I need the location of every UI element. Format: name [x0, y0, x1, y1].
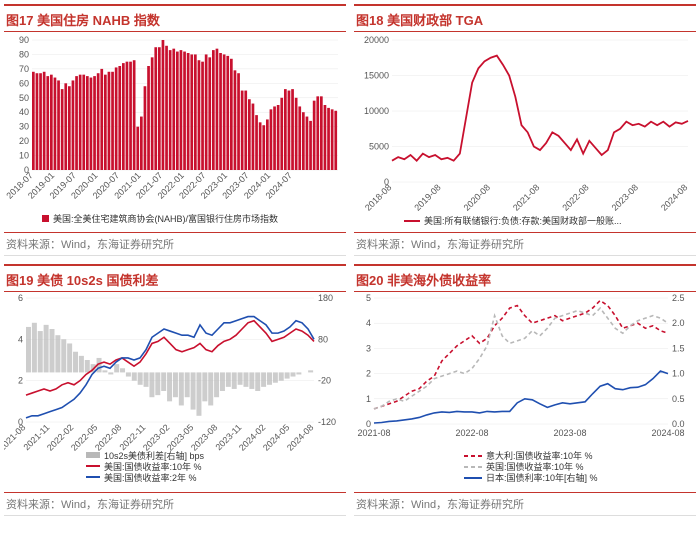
svg-text:15000: 15000 — [364, 71, 389, 81]
svg-text:4: 4 — [18, 334, 23, 344]
svg-text:2.0: 2.0 — [672, 318, 685, 328]
svg-text:意大利:国债收益率:10年 %: 意大利:国债收益率:10年 % — [486, 450, 593, 461]
svg-text:2024-08: 2024-08 — [659, 182, 689, 212]
chart19: 0246-120-20801802021-082021-112022-02202… — [4, 292, 346, 492]
svg-text:30: 30 — [19, 122, 29, 132]
svg-text:美国:国债收益率:2年 %: 美国:国债收益率:2年 % — [104, 472, 197, 483]
chart20-title: 图20 非美海外债收益率 — [354, 266, 696, 292]
svg-text:2022-08: 2022-08 — [93, 422, 123, 452]
svg-text:美国:所有联储银行:负债:存款:美国财政部一般账...: 美国:所有联储银行:负债:存款:美国财政部一般账... — [424, 215, 622, 226]
svg-text:10s2s美债利差[右轴] bps: 10s2s美债利差[右轴] bps — [104, 450, 205, 461]
svg-text:-120: -120 — [318, 417, 336, 427]
svg-text:2: 2 — [18, 376, 23, 386]
chart17: 01020304050607080902018-072019-012019-07… — [4, 32, 346, 232]
svg-text:10000: 10000 — [364, 106, 389, 116]
svg-text:5: 5 — [366, 293, 371, 303]
svg-text:2021-08: 2021-08 — [357, 428, 390, 438]
svg-text:60: 60 — [19, 78, 29, 88]
svg-text:50: 50 — [19, 93, 29, 103]
svg-text:2.5: 2.5 — [672, 293, 685, 303]
chart18: 050001000015000200002018-082019-082020-0… — [354, 32, 696, 232]
chart18-title: 图18 美国财政部 TGA — [354, 6, 696, 32]
chart20: 0123450.00.51.01.52.02.52021-082022-0820… — [354, 292, 696, 492]
svg-text:20: 20 — [19, 136, 29, 146]
svg-text:6: 6 — [18, 293, 23, 303]
svg-text:2022-08: 2022-08 — [455, 428, 488, 438]
svg-text:2021-08: 2021-08 — [511, 182, 541, 212]
svg-text:2024-08: 2024-08 — [651, 428, 684, 438]
svg-text:80: 80 — [19, 49, 29, 59]
svg-text:2023-08: 2023-08 — [553, 428, 586, 438]
svg-text:1.5: 1.5 — [672, 343, 685, 353]
chart20-source: 资料来源：Wind，东海证券研究所 — [354, 492, 696, 516]
svg-text:英国:国债收益率:10年 %: 英国:国债收益率:10年 % — [486, 461, 584, 472]
chart18-source: 资料来源：Wind，东海证券研究所 — [354, 232, 696, 256]
chart17-title: 图17 美国住房 NAHB 指数 — [4, 6, 346, 32]
chart17-source: 资料来源：Wind，东海证券研究所 — [4, 232, 346, 256]
svg-text:180: 180 — [318, 293, 333, 303]
svg-text:2023-08: 2023-08 — [610, 182, 640, 212]
panel-19: 图19 美债 10s2s 国债利差 0246-120-20801802021-0… — [4, 264, 346, 516]
chart19-title: 图19 美债 10s2s 国债利差 — [4, 266, 346, 292]
svg-text:2024-08: 2024-08 — [285, 422, 315, 452]
chart19-source: 资料来源：Wind，东海证券研究所 — [4, 492, 346, 516]
svg-text:5000: 5000 — [369, 142, 389, 152]
svg-text:90: 90 — [19, 35, 29, 45]
svg-text:2018-08: 2018-08 — [363, 182, 393, 212]
svg-text:美国:全美住宅建筑商协会(NAHB)/富国银行住房市场指数: 美国:全美住宅建筑商协会(NAHB)/富国银行住房市场指数 — [53, 213, 278, 224]
svg-text:日本:国债利率:10年[右轴] %: 日本:国债利率:10年[右轴] % — [486, 472, 598, 483]
svg-text:4: 4 — [366, 318, 371, 328]
svg-text:2019-08: 2019-08 — [412, 182, 442, 212]
svg-text:0.5: 0.5 — [672, 394, 685, 404]
svg-text:1: 1 — [366, 394, 371, 404]
svg-text:70: 70 — [19, 64, 29, 74]
svg-text:美国:国债收益率:10年 %: 美国:国债收益率:10年 % — [104, 461, 202, 472]
svg-text:80: 80 — [318, 334, 328, 344]
panel-20: 图20 非美海外债收益率 0123450.00.51.01.52.02.5202… — [354, 264, 696, 516]
svg-text:-20: -20 — [318, 376, 331, 386]
panel-17: 图17 美国住房 NAHB 指数 01020304050607080902018… — [4, 4, 346, 256]
svg-text:2020-08: 2020-08 — [462, 182, 492, 212]
svg-text:2: 2 — [366, 369, 371, 379]
panel-18: 图18 美国财政部 TGA 050001000015000200002018-0… — [354, 4, 696, 256]
svg-text:10: 10 — [19, 151, 29, 161]
svg-text:20000: 20000 — [364, 35, 389, 45]
svg-text:40: 40 — [19, 107, 29, 117]
svg-text:2022-08: 2022-08 — [560, 182, 590, 212]
svg-text:3: 3 — [366, 343, 371, 353]
svg-text:2023-08: 2023-08 — [189, 422, 219, 452]
svg-text:1.0: 1.0 — [672, 369, 685, 379]
